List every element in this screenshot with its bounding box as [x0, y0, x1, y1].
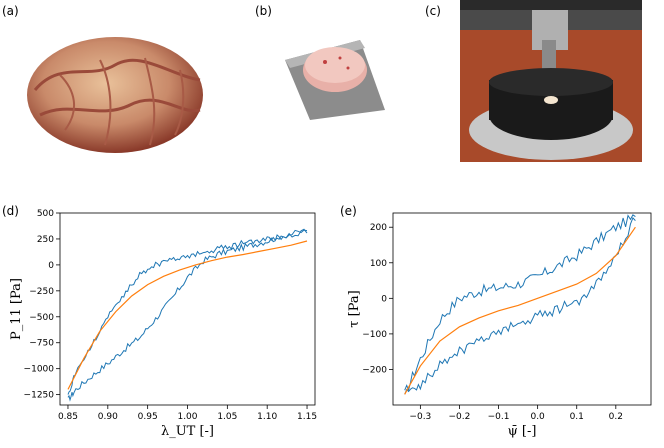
sample-photo — [280, 20, 390, 120]
series-line-experiment-upper-branch — [404, 214, 636, 392]
y-axis-title: P_11 [Pa] — [9, 278, 24, 340]
x-tick-label: 0.85 — [58, 412, 78, 422]
chart-d: 0.85 0.90 0.95 1.00 1.05 1.10 1.15 −1250 −1000 −7… — [9, 209, 317, 439]
panel-label-e: (e) — [340, 204, 357, 218]
x-tick-label: 0.1 — [570, 412, 584, 422]
y-tick-label: −500 — [29, 313, 54, 323]
x-axis-title: λ_UT [-] — [161, 424, 214, 439]
series-line-model — [404, 226, 636, 395]
x-tick-label: 1.15 — [297, 412, 317, 422]
x-tick-label: 0.90 — [98, 412, 118, 422]
y-tick-label: 200 — [370, 223, 387, 233]
y-tick-label: −1250 — [24, 391, 55, 401]
y-tick-label: 500 — [37, 209, 54, 219]
y-tick-label: 0 — [48, 261, 54, 271]
x-tick-label: −0.2 — [449, 412, 471, 422]
brain-photo — [20, 20, 210, 160]
panel-label-d: (d) — [2, 204, 19, 218]
series-line-model — [67, 240, 308, 390]
x-tick-label: 0.95 — [138, 412, 158, 422]
x-tick-label: −0.1 — [488, 412, 510, 422]
chart-e: −0.3 −0.2 −0.1 0.0 0.1 0.2 −200 −100 0 100 200 ψ̄ [… — [347, 212, 652, 439]
panel-label-b: (b) — [255, 4, 272, 18]
x-tick-label: 1.10 — [257, 412, 277, 422]
x-tick-label: 0.2 — [609, 412, 623, 422]
y-axis-title: τ [Pa] — [347, 290, 362, 327]
x-axis-title: ψ̄ [-] — [508, 424, 537, 439]
y-tick-label: −1000 — [24, 365, 55, 375]
y-tick-label: 100 — [370, 259, 387, 269]
y-tick-label: −250 — [29, 287, 54, 297]
rheometer-illustration — [460, 0, 642, 160]
y-tick-label: −750 — [29, 339, 54, 349]
x-tick-label: 0.0 — [530, 412, 545, 422]
plot-frame — [392, 212, 652, 406]
sample-illustration — [285, 40, 385, 120]
x-tick-label: −0.3 — [409, 412, 431, 422]
rheometer-photo — [460, 0, 642, 162]
x-tick-label: 1.00 — [177, 412, 197, 422]
y-tick-label: −100 — [362, 330, 387, 340]
y-tick-label: −200 — [362, 365, 387, 375]
brain-illustration — [27, 37, 203, 153]
panel-label-c: (c) — [425, 4, 441, 18]
x-tick-label: 1.05 — [217, 412, 237, 422]
series-line-experiment-loading — [67, 229, 308, 402]
panel-label-a: (a) — [2, 4, 19, 18]
plot-frame — [59, 212, 316, 406]
y-tick-label: 250 — [37, 235, 54, 245]
series-line-experiment-lower-branch — [404, 216, 636, 395]
series-line-experiment-unloading — [67, 228, 308, 395]
y-tick-label: 0 — [381, 294, 387, 304]
